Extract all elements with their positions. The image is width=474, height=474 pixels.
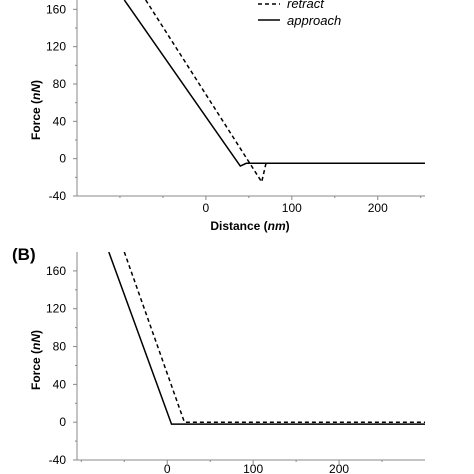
x-tick-label: 100	[282, 201, 302, 215]
y-tick-label: 80	[53, 340, 67, 354]
y-tick-label: 0	[59, 152, 66, 166]
y-tick-label: 40	[53, 377, 67, 391]
x-tick-label: 200	[329, 462, 349, 474]
series-line-solid	[123, 0, 425, 168]
legend-label-retract: retract	[287, 0, 325, 11]
y-tick-label: 0	[59, 415, 66, 429]
y-tick-label: 160	[46, 2, 66, 16]
y-tick-label: 120	[46, 302, 66, 316]
x-tick-label: 100	[243, 462, 263, 474]
panel-a: -40 0 40 80 120 160 0 100 200 Force (nN) Distance …	[29, 0, 425, 233]
y-axis-title: Force (nN)	[29, 330, 43, 390]
y-tick-label: 40	[53, 114, 67, 128]
panel-label: (B)	[12, 245, 36, 264]
y-tick-label: -40	[49, 453, 67, 467]
series-line-dashed	[145, 0, 425, 184]
y-axis-title: Force (nN)	[29, 80, 43, 140]
x-axis-title: Distance (nm)	[210, 219, 289, 233]
y-tick-label: 80	[53, 77, 67, 91]
x-tick-label: 0	[203, 201, 210, 215]
x-tick-label: 0	[164, 462, 171, 474]
y-tick-label: 120	[46, 40, 66, 54]
legend-label-approach: approach	[287, 13, 341, 28]
legend: retract approach	[258, 0, 341, 28]
x-tick-label: 200	[368, 201, 388, 215]
y-tick-label: 160	[46, 264, 66, 278]
series-line-solid	[108, 252, 425, 425]
series-line-dashed	[123, 252, 425, 423]
y-tick-label: -40	[49, 189, 67, 203]
panel-b: -40 0 40 80 120 160 0 100 200 Force (nN) (B)	[12, 245, 425, 474]
